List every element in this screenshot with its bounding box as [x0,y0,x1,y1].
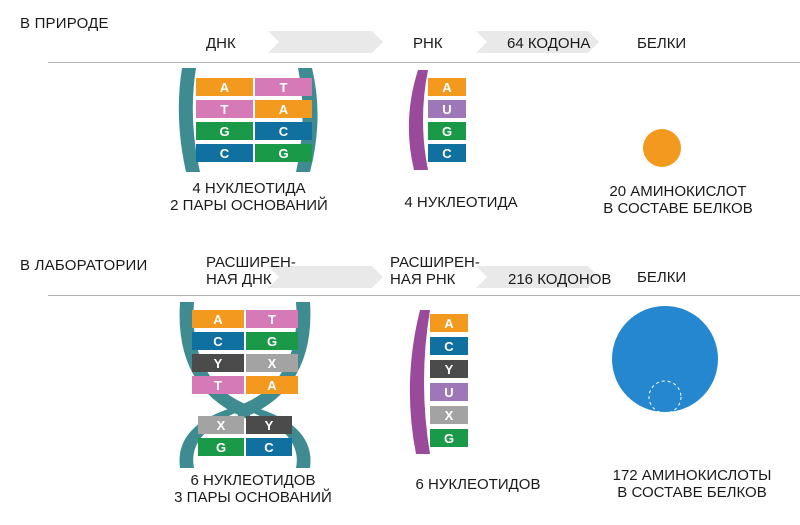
lab-section-title: В ЛАБОРАТОРИИ [20,257,148,274]
lab-proteins-label: БЕЛКИ [637,269,687,286]
lab-divider [48,295,800,296]
lab-rna-base-6-letter: G [444,431,454,446]
lab-protein-caption-1: 172 АМИНОКИСЛОТЫ [612,467,772,484]
lab-dna-top-pair-3-right [246,354,298,372]
dna-left-backbone [178,68,200,172]
lab-dna-bottom-pair-2-left [198,438,244,456]
lab-dna-bottom-pair-1-left-letter: X [217,418,226,433]
nature-dna-pair-2-right-letter: A [279,102,289,117]
lab-rna-base-5 [430,406,468,424]
nature-dna-pair-3-right-letter: C [279,124,289,139]
small-amino-outline [648,380,682,414]
lab-rna-base-1 [430,314,468,332]
lab-rna-base-4-letter: U [444,385,453,400]
lab-rna-label-line-2: НАЯ РНК [390,271,456,288]
lab-dna-caption-1: 6 НУКЛЕОТИДОВ [190,472,316,489]
nature-rna-base-1 [428,78,466,96]
lab-dna-caption-2: 3 ПАРЫ ОСНОВАНИЙ [174,489,332,506]
nature-dna-caption-1: 4 НУКЛЕОТИДА [192,180,306,197]
lab-rna-base-5-letter: X [445,408,454,423]
nature-divider [48,62,800,63]
nature-rna-base-3 [428,122,466,140]
lab-dna-top-pair-4-left-letter: T [214,378,222,393]
nature-dna-caption-2: 2 ПАРЫ ОСНОВАНИЙ [170,197,328,214]
lab-dna-top-pair-2-left [192,332,244,350]
lab-dna-top-pair-3-right-letter: X [268,356,277,371]
rna-backbone [409,310,430,454]
nature-dna-pair-1-left [196,78,253,96]
nature-codons-label: 64 КОДОНА [507,35,591,52]
lab-rna-label-line-1: РАСШИРЕН- [390,254,480,271]
lab-dna-top-pair-3-left-letter: Y [214,356,223,371]
nature-dna-pair-1-right-letter: T [280,80,288,95]
nature-dna-label: ДНК [206,35,236,52]
nature-dna-pair-3-left [196,122,253,140]
nature-rna-base-4 [428,144,466,162]
nature-rna-base-3-letter: G [442,124,452,139]
lab-rna-base-2-letter: C [444,339,454,354]
lab-dna-top-pair-1-left-letter: A [213,312,223,327]
nature-dna-pair-3-left-letter: G [219,124,229,139]
nature-rna-label: РНК [413,35,443,52]
lab-protein-caption-2: В СОСТАВЕ БЕЛКОВ [617,484,767,501]
nature-proteins-label: БЕЛКИ [637,35,687,52]
rna-backbone [408,70,428,170]
nature-rna-base-2 [428,100,466,118]
lab-rna-base-1-letter: A [444,316,454,331]
lab-dna-top-pair-1-right-letter: T [268,312,276,327]
nature-dna-rna-arrow [268,31,383,53]
nature-dna-pair-2-left-letter: T [221,102,229,117]
lab-dna-rna-arrow [268,266,383,288]
lab-rna-base-3-letter: Y [445,362,454,377]
nature-rna-caption: 4 НУКЛЕОТИДА [404,194,518,211]
lab-dna-top-pair-2-right-letter: G [267,334,277,349]
nature-rna-base-1-letter: A [442,80,452,95]
lab-dna-top-pair-2-left-letter: C [213,334,223,349]
lab-dna-bottom-pair-2-right-letter: C [264,440,274,455]
nature-dna-pair-2-right [255,100,312,118]
nature-amino-acid-circle [643,129,681,167]
nature-dna-pair-1-right [255,78,312,96]
lab-dna-top-pair-4-right [246,376,298,394]
lab-dna-top-pair-3-left [192,354,244,372]
lab-dna-top-pair-1-left [192,310,244,328]
lab-amino-acid-circle [612,306,718,414]
lab-dna-diagram: A T C G Y X T A X Y G C [179,302,311,468]
lab-rna-base-3 [430,360,468,378]
nature-dna-pair-4-right-letter: G [278,146,288,161]
nature-dna-pair-4-left [196,144,253,162]
lab-rna-protein-arrow [476,266,599,288]
lab-dna-label-line-1: РАСШИРЕН- [206,254,296,271]
lab-dna-label-line-2: НАЯ ДНК [206,271,272,288]
nature-dna-pair-4-right [255,144,312,162]
nature-section-title: В ПРИРОДЕ [20,15,109,32]
nature-dna-pair-3-right [255,122,312,140]
lab-dna-top-pair-2-right [246,332,298,350]
lab-rna-base-2 [430,337,468,355]
lab-dna-bottom-pair-1-right [246,416,292,434]
nature-rna-base-4-letter: C [442,146,452,161]
lab-dna-bottom-pair-2-right [246,438,292,456]
nature-rna-base-2-letter: U [442,102,451,117]
nature-rna-protein-arrow [476,31,599,53]
lab-rna-caption: 6 НУКЛЕОТИДОВ [415,476,541,493]
lab-rna-base-6 [430,429,468,447]
lab-dna-top-pair-4-left [192,376,244,394]
lab-dna-top-pair-4-right-letter: A [267,378,277,393]
nature-dna-pair-4-left-letter: C [220,146,230,161]
nature-dna-pair-1-left-letter: A [220,80,230,95]
lab-codons-label: 216 КОДОНОВ [508,271,612,288]
nature-dna-pair-2-left [196,100,253,118]
nature-protein-caption-2: В СОСТАВЕ БЕЛКОВ [603,200,753,217]
nature-dna-diagram: A TT AG CC G [178,68,318,172]
lab-dna-bottom-pair-1-right-letter: Y [265,418,274,433]
lab-dna-bottom-pair-1-left [198,416,244,434]
lab-dna-top-pair-1-right [246,310,298,328]
lab-dna-bottom-pair-2-left-letter: G [216,440,226,455]
lab-rna-base-4 [430,383,468,401]
nature-protein-caption-1: 20 АМИНОКИСЛОТ [609,183,747,200]
